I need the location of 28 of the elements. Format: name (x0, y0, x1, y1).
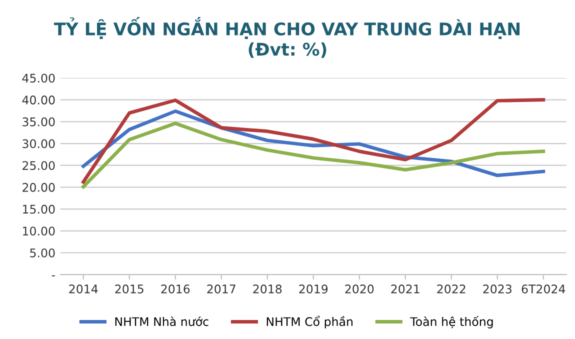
y-tick-label: 30.00 (22, 139, 55, 148)
x-tick-label: 2016 (161, 284, 190, 294)
line-series (82, 122, 546, 188)
y-tick-label: 25.00 (22, 161, 55, 170)
x-tick-label: 6T2024 (522, 284, 566, 294)
x-tick-label: 2021 (391, 284, 420, 294)
chart-title: TỶ LỆ VỐN NGẮN HẠN CHO VAY TRUNG DÀI HẠN (54, 16, 520, 39)
line-series (82, 98, 546, 184)
y-tick-label: - (52, 275, 55, 276)
chart-subtitle: (Đvt: %) (248, 42, 326, 58)
x-tick-label: 2017 (207, 284, 236, 294)
y-tick-label: 15.00 (23, 204, 55, 214)
y-tick-label: 20.00 (22, 182, 55, 192)
x-tick-label: 2019 (299, 284, 328, 294)
x-tick-label: 2023 (483, 284, 512, 294)
x-tick-label: 2022 (437, 284, 466, 294)
y-tick-label: 5.00 (30, 248, 55, 258)
x-tick-label: 2014 (69, 284, 98, 294)
x-tick-label: 2020 (345, 284, 374, 294)
legend-label: NHTM Cổ phần (266, 316, 352, 328)
legend-label: Toàn hệ thống (410, 316, 493, 328)
x-tick-label: 2015 (115, 284, 144, 294)
y-tick-label: 45.00 (22, 74, 55, 83)
legend-label: NHTM Nhà nước (115, 316, 208, 326)
y-tick-label: 35.00 (22, 117, 55, 126)
y-tick-label: 40.00 (22, 96, 55, 104)
x-tick-label: 2018 (253, 284, 282, 294)
y-tick-label: 10.00 (23, 226, 55, 236)
